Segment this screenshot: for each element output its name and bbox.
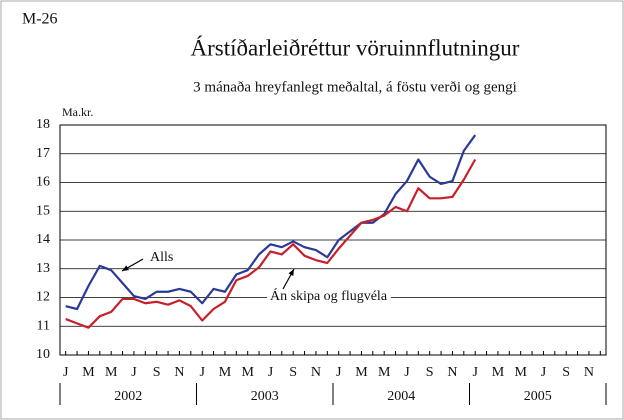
x-tick-label: J: [541, 365, 547, 380]
x-tick-label: J: [131, 365, 137, 380]
chart-title: Árstíðarleiðréttur vöruinnflutningur: [191, 35, 520, 60]
y-tick-label: 11: [37, 318, 50, 333]
x-tick-label: J: [472, 365, 478, 380]
x-tick-label: J: [404, 365, 410, 380]
arrow-head: [122, 265, 129, 271]
year-label: 2002: [114, 389, 142, 404]
y-tick-label: 14: [36, 232, 50, 247]
y-tick-label: 12: [36, 290, 50, 305]
y-tick-label: 18: [36, 117, 50, 132]
y-axis-label: Ma.kr.: [62, 105, 93, 119]
x-tick-label: M: [378, 365, 391, 380]
x-tick-label: N: [174, 365, 184, 380]
annotation-bg: [267, 287, 391, 305]
x-tick-label: M: [514, 365, 527, 380]
x-tick-label: M: [105, 365, 118, 380]
x-tick-label: S: [426, 365, 434, 380]
x-tick-label: M: [82, 365, 95, 380]
series-annotation: Án skipa og flugvéla: [270, 287, 388, 304]
x-tick-label: N: [311, 365, 321, 380]
x-tick-label: N: [447, 365, 457, 380]
x-tick-label: M: [492, 365, 505, 380]
y-tick-label: 15: [36, 203, 50, 218]
y-tick-label: 17: [36, 146, 50, 161]
series-line: [65, 158, 477, 329]
arrow-head: [288, 269, 294, 276]
x-tick-label: N: [584, 365, 594, 380]
y-tick-label: 10: [36, 347, 50, 362]
y-tick-label: 13: [36, 261, 50, 276]
x-tick-label: M: [241, 365, 254, 380]
x-tick-label: J: [336, 365, 342, 380]
year-label: 2004: [387, 389, 415, 404]
x-tick-label: J: [199, 365, 205, 380]
x-tick-label: M: [355, 365, 368, 380]
x-tick-label: S: [289, 365, 297, 380]
x-tick-label: J: [63, 365, 69, 380]
year-label: 2003: [251, 389, 279, 404]
plot-area: [59, 124, 607, 356]
x-tick-label: M: [219, 365, 232, 380]
x-tick-label: S: [153, 365, 161, 380]
year-label: 2005: [524, 389, 552, 404]
series-annotation: Alls: [150, 250, 173, 265]
x-tick-label: S: [562, 365, 570, 380]
x-tick-label: J: [268, 365, 274, 380]
series-line: [65, 134, 477, 311]
chart-label: M-26: [22, 11, 58, 28]
chart-subtitle: 3 mánaða hreyfanlegt meðaltal, á föstu v…: [193, 79, 517, 95]
y-tick-label: 16: [36, 175, 50, 190]
annotation-bg: [147, 250, 177, 266]
